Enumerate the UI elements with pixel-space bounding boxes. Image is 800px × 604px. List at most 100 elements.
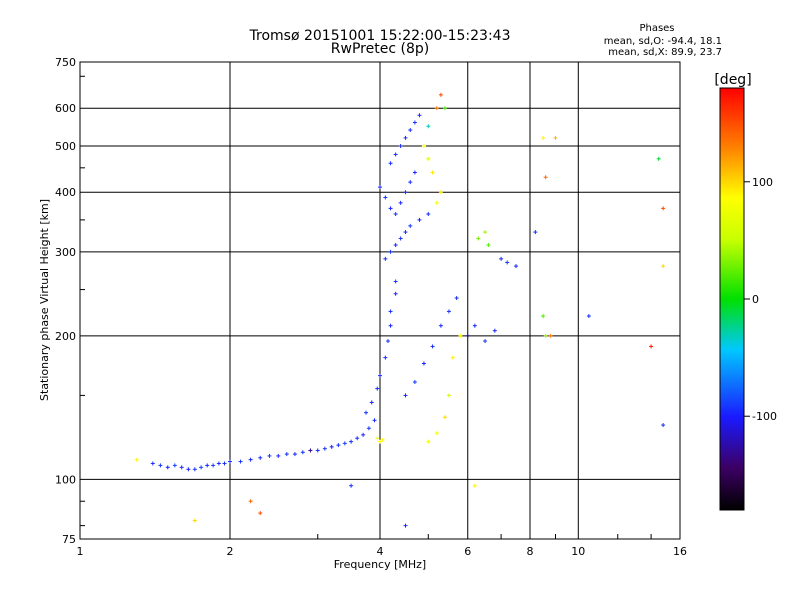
data-point (361, 432, 366, 437)
data-point (315, 448, 320, 453)
data-point (430, 344, 435, 349)
data-point (383, 355, 388, 360)
y-tick-label: 500 (55, 140, 76, 153)
data-point (380, 437, 385, 442)
data-point (533, 230, 538, 235)
data-point (375, 436, 380, 441)
data-point (393, 291, 398, 296)
data-point (417, 113, 422, 118)
colorbar-tick-label: 100 (752, 176, 773, 189)
data-point (661, 206, 666, 211)
x-axis-label: Frequency [MHz] (334, 558, 426, 571)
data-point (284, 452, 289, 457)
data-point (388, 323, 393, 328)
data-point (426, 156, 431, 161)
data-point (172, 463, 177, 468)
data-point (438, 323, 443, 328)
chart-subtitle: RwPretec (8p) (331, 41, 429, 57)
data-point (412, 380, 417, 385)
data-point (378, 373, 382, 378)
data-point (483, 339, 488, 344)
phases-x-mode-stats: mean, sd,X: 89.9, 23.7 (608, 47, 722, 58)
data-point (426, 212, 431, 217)
data-point (366, 426, 371, 431)
data-point (450, 355, 455, 360)
colorbar-tick-label: -100 (752, 410, 777, 423)
data-point (216, 461, 221, 466)
data-point (403, 230, 408, 235)
data-point (541, 314, 546, 319)
data-point (586, 314, 591, 319)
data-point (492, 328, 497, 333)
data-point (192, 467, 197, 472)
x-tick-label: 1 (77, 545, 84, 558)
data-point (134, 457, 139, 462)
data-point (329, 444, 334, 449)
data-point (267, 453, 272, 458)
data-point (486, 243, 491, 248)
data-point (372, 418, 377, 423)
y-tick-label: 75 (62, 533, 76, 546)
data-point (179, 465, 184, 470)
data-point (228, 459, 232, 464)
data-point (421, 143, 426, 148)
data-point (398, 200, 403, 205)
data-point (412, 170, 417, 175)
data-point (258, 455, 263, 460)
phase-colorbar (719, 87, 745, 511)
data-points (134, 92, 666, 528)
data-point (186, 467, 191, 472)
data-point (505, 260, 510, 265)
y-tick-label: 100 (55, 473, 76, 486)
x-tick-label: 16 (673, 545, 687, 558)
data-point (393, 243, 398, 248)
x-tick-label: 8 (527, 545, 534, 558)
data-point (199, 465, 204, 470)
data-point (158, 463, 163, 468)
data-point (211, 463, 216, 468)
data-point (300, 450, 305, 455)
colorbar-ticks: 100 0 -100 (744, 176, 777, 423)
data-point (499, 256, 504, 261)
data-point (403, 523, 408, 528)
data-point (292, 452, 297, 457)
data-point (543, 333, 548, 338)
chart-title: Tromsø 20151001 15:22:00-15:23:43 (249, 28, 511, 44)
data-point (446, 309, 451, 314)
data-point (426, 124, 431, 129)
data-point (548, 333, 553, 338)
data-point (442, 415, 447, 420)
data-point (322, 446, 327, 451)
x-tick-label: 2 (227, 545, 234, 558)
x-tick-label: 6 (464, 545, 471, 558)
data-point (661, 264, 666, 269)
y-axis-ticks: 75 100 200 300 400 500 600 750 (55, 56, 85, 546)
data-point (465, 333, 470, 338)
data-point (412, 120, 417, 125)
x-tick-label: 10 (571, 545, 585, 558)
data-point (403, 135, 408, 140)
data-point (434, 106, 439, 111)
data-point (421, 361, 426, 366)
phases-o-mode-stats: mean, sd,O: -94.4, 18.1 (604, 36, 722, 47)
data-point (426, 439, 431, 444)
y-axis-label: Stationary phase Virtual Height [km] (38, 199, 51, 401)
data-point (222, 461, 227, 466)
data-point (393, 152, 398, 157)
y-tick-label: 750 (55, 56, 76, 69)
y-tick-label: 600 (55, 102, 76, 115)
x-tick-label: 4 (377, 545, 384, 558)
data-point (165, 465, 170, 470)
colorbar-unit-label: [deg] (714, 72, 751, 88)
data-point (248, 457, 253, 462)
data-point (398, 236, 403, 241)
data-point (446, 393, 451, 398)
data-point (342, 441, 347, 446)
plot-grid (80, 62, 680, 539)
data-point (438, 190, 443, 195)
data-point (383, 195, 388, 200)
data-point (553, 135, 558, 140)
data-point (258, 511, 263, 516)
data-point (355, 436, 360, 441)
